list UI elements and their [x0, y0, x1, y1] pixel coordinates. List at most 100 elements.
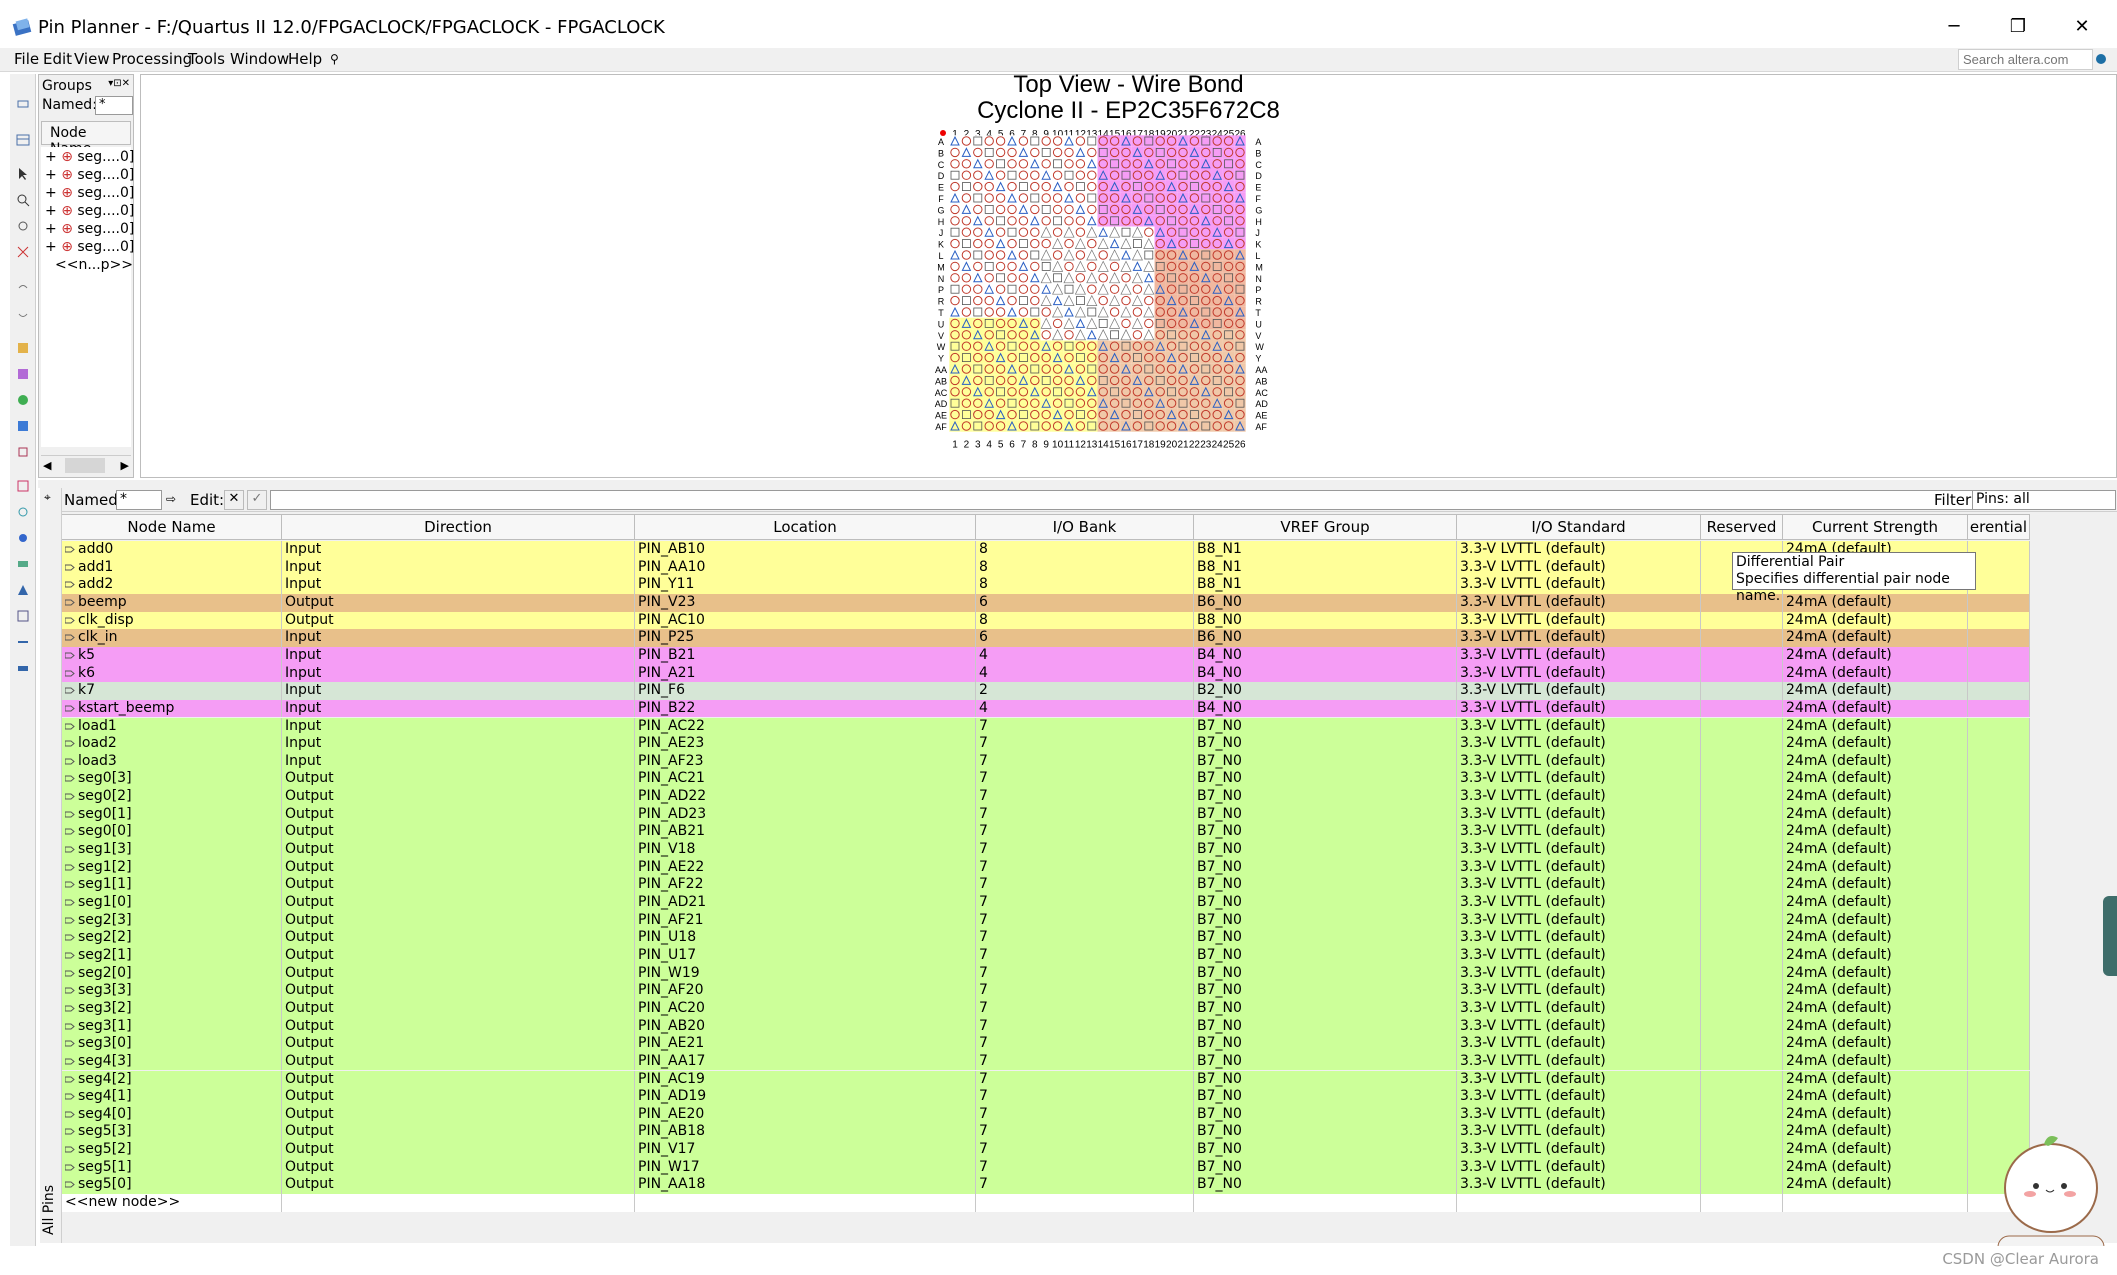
cell-location[interactable]: PIN_B21 — [635, 646, 976, 665]
pin-site[interactable] — [949, 192, 961, 204]
ground-pin-symbol[interactable] — [1212, 227, 1223, 237]
ground-pin-symbol[interactable] — [995, 409, 1006, 420]
pin-site[interactable] — [1177, 340, 1189, 352]
io-pin-symbol[interactable] — [1109, 193, 1120, 203]
pin-site[interactable] — [1097, 215, 1109, 227]
pin-site[interactable] — [1074, 169, 1087, 181]
io-pin-symbol[interactable] — [950, 352, 960, 363]
cell-location[interactable]: PIN_P25 — [635, 629, 976, 647]
pin-site[interactable] — [1200, 363, 1212, 375]
table-row[interactable]: seg5[2] Output PIN_V17 7 B7_N0 3.3-V LVTTL (d… — [62, 1141, 2030, 1159]
pin-site[interactable] — [1040, 226, 1052, 238]
io-pin-symbol[interactable] — [995, 170, 1006, 180]
pin-site[interactable] — [1097, 169, 1109, 181]
cell-direction[interactable]: Output — [282, 894, 635, 912]
pin-site[interactable] — [1177, 317, 1189, 330]
cell-current-strength[interactable]: 24mA (default) — [1783, 823, 1968, 842]
pin-site[interactable] — [1165, 329, 1178, 341]
pin-site[interactable] — [1131, 203, 1144, 216]
pin-site[interactable] — [1143, 215, 1155, 227]
power-pin-symbol[interactable] — [1086, 226, 1098, 238]
io-pin-symbol[interactable] — [1052, 193, 1063, 203]
cell-io-bank[interactable]: 7 — [976, 1070, 1194, 1089]
pin-site[interactable] — [1040, 397, 1052, 409]
io-pin-symbol[interactable] — [1052, 364, 1063, 374]
pin-site[interactable] — [1086, 420, 1098, 432]
pin-site[interactable] — [1029, 329, 1041, 341]
pin-site[interactable] — [1086, 169, 1098, 181]
special-pin-symbol[interactable] — [996, 330, 1005, 340]
cell-vref-group[interactable]: B7_N0 — [1194, 911, 1457, 930]
special-pin-symbol[interactable] — [1075, 182, 1085, 191]
power-pin-symbol[interactable] — [1052, 283, 1064, 295]
io-pin-symbol[interactable] — [1041, 364, 1051, 374]
special-pin-symbol[interactable] — [1098, 375, 1108, 385]
io-pin-symbol[interactable] — [1189, 421, 1200, 431]
pin-site[interactable] — [994, 203, 1007, 216]
pin-site[interactable] — [1154, 329, 1166, 341]
pin-site[interactable] — [994, 237, 1007, 250]
table-row[interactable]: seg3[3] Output PIN_AF20 7 B7_N0 3.3-V LVTTL (… — [62, 982, 2030, 1000]
io-pin-symbol[interactable] — [961, 250, 972, 260]
ground-pin-symbol[interactable] — [995, 181, 1006, 192]
special-pin-symbol[interactable] — [1041, 375, 1051, 385]
cell-direction[interactable]: Input — [282, 576, 635, 594]
cell-vref-group[interactable]: B8_N1 — [1194, 558, 1457, 577]
cell-direction[interactable]: Output — [282, 611, 635, 630]
pin-site[interactable] — [1006, 408, 1018, 421]
cell-differential-pair[interactable] — [1968, 876, 2030, 894]
menu-tools[interactable]: Tools — [188, 50, 225, 68]
pin-site[interactable] — [1188, 386, 1201, 398]
cell-node-name[interactable]: k5 — [62, 646, 282, 665]
io-pin-symbol[interactable] — [1007, 238, 1017, 249]
pin-site[interactable] — [1165, 169, 1178, 181]
cell-vref-group[interactable]: B7_N0 — [1194, 999, 1457, 1018]
pin-site[interactable] — [1154, 203, 1166, 216]
cell-io-bank[interactable]: 8 — [976, 611, 1194, 630]
io-pin-symbol[interactable] — [1132, 307, 1143, 317]
pin-site[interactable] — [1234, 317, 1246, 330]
cell-location[interactable]: PIN_V18 — [635, 841, 976, 859]
io-pin-symbol[interactable] — [1155, 238, 1165, 249]
table-row[interactable]: kstart_beemp Input PIN_B22 4 B4_N0 3.3-V LVTT… — [62, 699, 2030, 718]
io-pin-symbol[interactable] — [1087, 409, 1097, 420]
io-pin-symbol[interactable] — [1223, 307, 1234, 317]
io-pin-symbol[interactable] — [1121, 216, 1131, 226]
ground-pin-symbol[interactable] — [1052, 295, 1063, 306]
special-pin-symbol[interactable] — [1178, 227, 1188, 237]
pin-site[interactable] — [1143, 158, 1155, 170]
io-pin-symbol[interactable] — [961, 193, 972, 203]
ground-pin-symbol[interactable] — [1018, 375, 1029, 385]
pin-site[interactable] — [1051, 169, 1064, 181]
pin-site[interactable] — [1029, 226, 1041, 238]
io-pin-symbol[interactable] — [1212, 307, 1222, 317]
pin-site[interactable] — [1143, 340, 1155, 352]
cell-direction[interactable]: Input — [282, 682, 635, 700]
special-pin-symbol[interactable] — [984, 147, 994, 157]
ground-pin-symbol[interactable] — [1132, 375, 1143, 385]
ground-pin-symbol[interactable] — [1223, 352, 1234, 363]
cell-current-strength[interactable]: 24mA (default) — [1783, 1052, 1968, 1071]
io-pin-symbol[interactable] — [1178, 261, 1188, 272]
pin-site[interactable] — [1222, 203, 1235, 216]
io-pin-symbol[interactable] — [1155, 193, 1165, 203]
io-pin-symbol[interactable] — [1235, 318, 1245, 329]
pin-site[interactable] — [1006, 420, 1018, 432]
special-pin-symbol[interactable] — [1053, 216, 1062, 226]
pin-site[interactable] — [949, 260, 961, 273]
pin-site[interactable] — [960, 272, 973, 284]
pin-site[interactable] — [1097, 351, 1109, 364]
ground-pin-symbol[interactable] — [1155, 398, 1166, 408]
pin-site[interactable] — [972, 386, 984, 398]
cell-reserved[interactable] — [1701, 735, 1783, 753]
pin-site[interactable] — [1165, 192, 1178, 204]
new-node-empty-cell[interactable] — [1194, 1194, 1457, 1212]
cell-io-bank[interactable]: 7 — [976, 1105, 1194, 1124]
ground-pin-symbol[interactable] — [1223, 295, 1234, 306]
special-pin-symbol[interactable] — [1167, 330, 1177, 340]
ground-pin-symbol[interactable] — [995, 295, 1006, 306]
io-pin-symbol[interactable] — [1132, 341, 1143, 351]
pin-site[interactable] — [1063, 374, 1075, 387]
pin-site[interactable] — [983, 260, 995, 273]
io-pin-symbol[interactable] — [1178, 318, 1188, 329]
